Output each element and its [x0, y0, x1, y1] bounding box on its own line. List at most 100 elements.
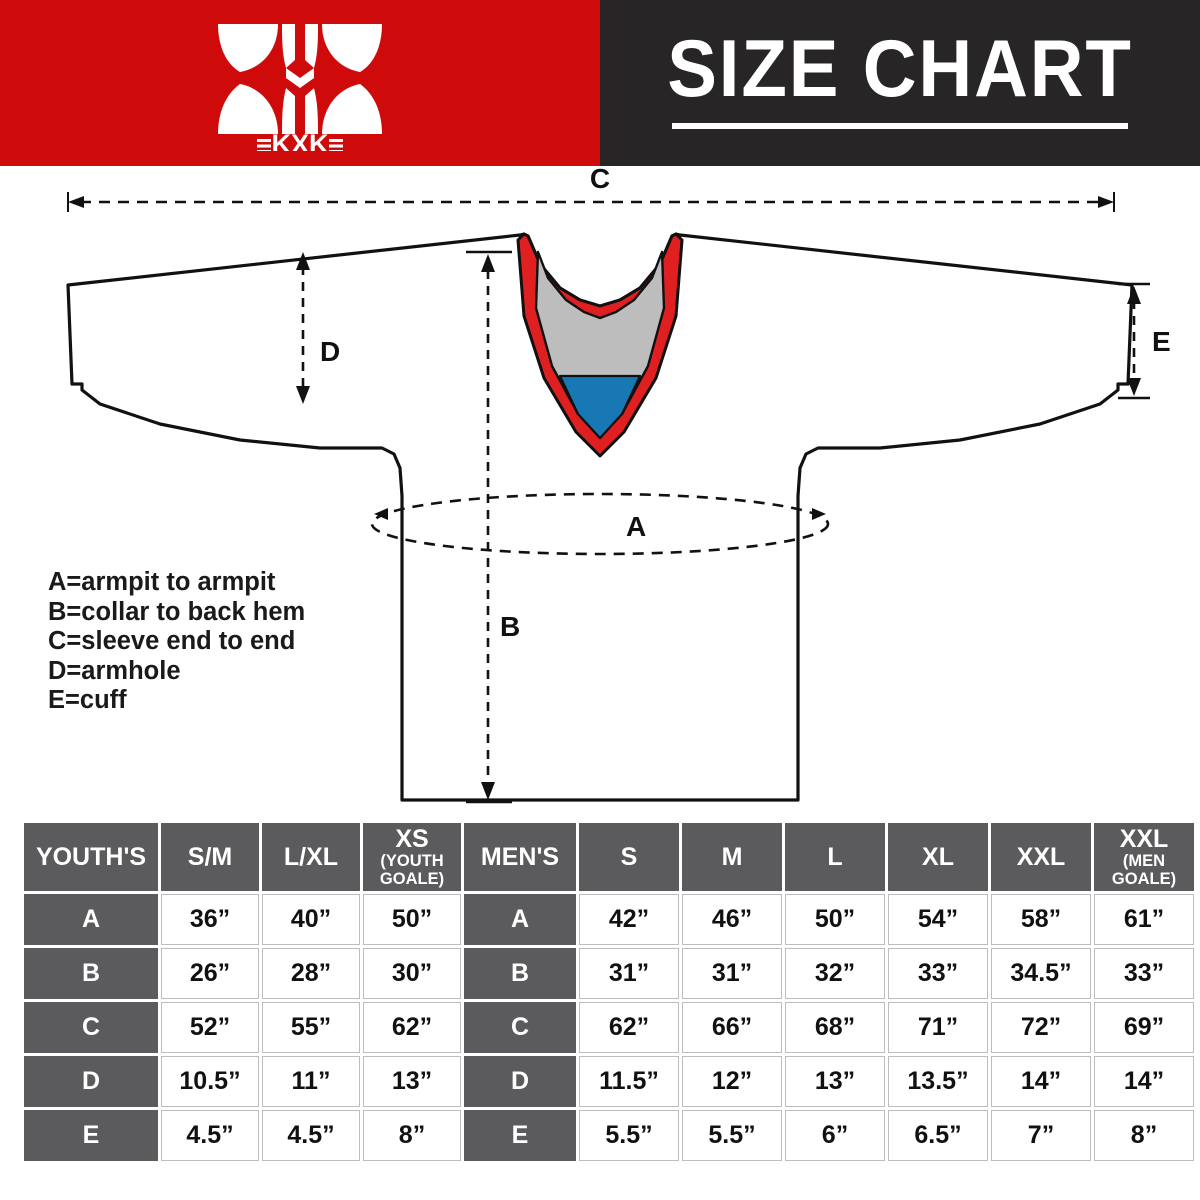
- table-row: E 4.5” 4.5” 8” E 5.5” 5.5” 6” 6.5” 7” 8”: [24, 1110, 1194, 1161]
- header-youth-lxl: L/XL: [262, 823, 360, 891]
- row-label-youth-b: B: [24, 948, 158, 999]
- header-men-l: L: [785, 823, 885, 891]
- header-youth-xs-label: XS: [395, 825, 429, 854]
- cell-men-l-c: 68”: [785, 1002, 885, 1053]
- dimension-e: [1118, 282, 1150, 400]
- jersey-diagram: D B A E C: [0, 166, 1200, 818]
- row-label-youth-a: A: [24, 894, 158, 945]
- legend-line-d: D=armhole: [48, 656, 181, 685]
- row-label-men-b: B: [464, 948, 576, 999]
- table-row: A 36” 40” 50” A 42” 46” 50” 54” 58” 61”: [24, 894, 1194, 945]
- header-youth-xs-sublabel: (YOUTH GOALE): [379, 852, 445, 888]
- header-youths: YOUTH'S: [24, 823, 158, 891]
- header-youth-lxl-label: L/XL: [283, 842, 339, 871]
- cell-youth-xs-d: 13”: [363, 1056, 461, 1107]
- header-men-xxl-goalie-sublabel: (MEN GOALE): [1111, 852, 1177, 888]
- cell-men-xxl-goalie-a: 61”: [1094, 894, 1194, 945]
- kxk-logo: KXK: [0, 0, 600, 166]
- cell-men-l-e: 6”: [785, 1110, 885, 1161]
- cell-men-xxl-goalie-e: 8”: [1094, 1110, 1194, 1161]
- cell-youth-lxl-e: 4.5”: [262, 1110, 360, 1161]
- cell-youth-sm-e: 4.5”: [161, 1110, 259, 1161]
- cell-youth-lxl-a: 40”: [262, 894, 360, 945]
- jersey-diagram-svg: D B A E C: [66, 166, 1171, 804]
- cell-youth-lxl-c: 55”: [262, 1002, 360, 1053]
- header-brand-panel: KXK: [0, 0, 600, 166]
- table-header-row: YOUTH'S S/M L/XL XS (YOUTH GOALE) MEN'S …: [24, 823, 1194, 891]
- header-men-m: M: [682, 823, 782, 891]
- cell-men-xxl-e: 7”: [991, 1110, 1091, 1161]
- cell-men-xl-b: 33”: [888, 948, 988, 999]
- cell-men-m-d: 12”: [682, 1056, 782, 1107]
- collar-accent: [558, 374, 642, 440]
- dimension-label-a: A: [626, 511, 646, 542]
- cell-men-s-e: 5.5”: [579, 1110, 679, 1161]
- header-youths-label: YOUTH'S: [35, 842, 147, 871]
- dimension-label-d: D: [320, 336, 340, 367]
- header-men-xxl-goalie-label: XXL: [1119, 825, 1169, 854]
- header-men-xl-label: XL: [922, 842, 954, 871]
- header-mens-label: MEN'S: [480, 842, 560, 871]
- row-label-men-e: E: [464, 1110, 576, 1161]
- header-title-panel: SIZE CHART: [600, 0, 1200, 166]
- dimension-d: [296, 252, 310, 404]
- dimension-label-c: C: [590, 166, 610, 194]
- table-row: B 26” 28” 30” B 31” 31” 32” 33” 34.5” 33…: [24, 948, 1194, 999]
- cell-youth-xs-a: 50”: [363, 894, 461, 945]
- table-row: C 52” 55” 62” C 62” 66” 68” 71” 72” 69”: [24, 1002, 1194, 1053]
- cell-men-s-d: 11.5”: [579, 1056, 679, 1107]
- size-chart-table: YOUTH'S S/M L/XL XS (YOUTH GOALE) MEN'S …: [21, 820, 1197, 1164]
- header-men-s-label: S: [620, 842, 638, 871]
- cell-men-xl-e: 6.5”: [888, 1110, 988, 1161]
- cell-men-xxl-goalie-d: 14”: [1094, 1056, 1194, 1107]
- title-underline: [672, 123, 1128, 130]
- cell-men-s-a: 42”: [579, 894, 679, 945]
- row-label-youth-c: C: [24, 1002, 158, 1053]
- page-header: KXK SIZE CHART: [0, 0, 1200, 166]
- cell-youth-sm-d: 10.5”: [161, 1056, 259, 1107]
- header-men-xl: XL: [888, 823, 988, 891]
- header-men-xxl-goalie: XXL (MEN GOALE): [1094, 823, 1194, 891]
- header-youth-xs-goalie: XS (YOUTH GOALE): [363, 823, 461, 891]
- cell-men-m-b: 31”: [682, 948, 782, 999]
- row-label-youth-e: E: [24, 1110, 158, 1161]
- header-mens: MEN'S: [464, 823, 576, 891]
- cell-men-xxl-goalie-b: 33”: [1094, 948, 1194, 999]
- cell-youth-lxl-d: 11”: [262, 1056, 360, 1107]
- legend-line-e: E=cuff: [48, 686, 127, 715]
- row-label-youth-d: D: [24, 1056, 158, 1107]
- cell-men-s-b: 31”: [579, 948, 679, 999]
- header-men-s: S: [579, 823, 679, 891]
- header-men-m-label: M: [721, 842, 743, 871]
- cell-men-xxl-a: 58”: [991, 894, 1091, 945]
- cell-men-xxl-c: 72”: [991, 1002, 1091, 1053]
- legend-line-a: A=armpit to armpit: [48, 568, 276, 596]
- page-title: SIZE CHART: [667, 23, 1133, 114]
- cell-men-xl-c: 71”: [888, 1002, 988, 1053]
- legend-line-b: B=collar to back hem: [48, 597, 306, 626]
- cell-men-l-d: 13”: [785, 1056, 885, 1107]
- cell-men-s-c: 62”: [579, 1002, 679, 1053]
- header-men-xxl: XXL: [991, 823, 1091, 891]
- cell-men-xl-d: 13.5”: [888, 1056, 988, 1107]
- row-label-men-d: D: [464, 1056, 576, 1107]
- header-youth-sm: S/M: [161, 823, 259, 891]
- cell-men-xxl-d: 14”: [991, 1056, 1091, 1107]
- dimension-c: [67, 192, 1115, 212]
- cell-youth-sm-a: 36”: [161, 894, 259, 945]
- dimension-b: [466, 250, 512, 804]
- cell-youth-sm-c: 52”: [161, 1002, 259, 1053]
- cell-men-xl-a: 54”: [888, 894, 988, 945]
- header-youth-sm-label: S/M: [187, 842, 233, 871]
- cell-men-l-b: 32”: [785, 948, 885, 999]
- cell-men-l-a: 50”: [785, 894, 885, 945]
- cell-men-m-e: 5.5”: [682, 1110, 782, 1161]
- dimension-a: [370, 492, 830, 556]
- cell-youth-xs-c: 62”: [363, 1002, 461, 1053]
- cell-youth-xs-b: 30”: [363, 948, 461, 999]
- cell-youth-lxl-b: 28”: [262, 948, 360, 999]
- row-label-men-a: A: [464, 894, 576, 945]
- legend-line-c: C=sleeve end to end: [48, 627, 296, 656]
- cell-men-xxl-b: 34.5”: [991, 948, 1091, 999]
- row-label-men-c: C: [464, 1002, 576, 1053]
